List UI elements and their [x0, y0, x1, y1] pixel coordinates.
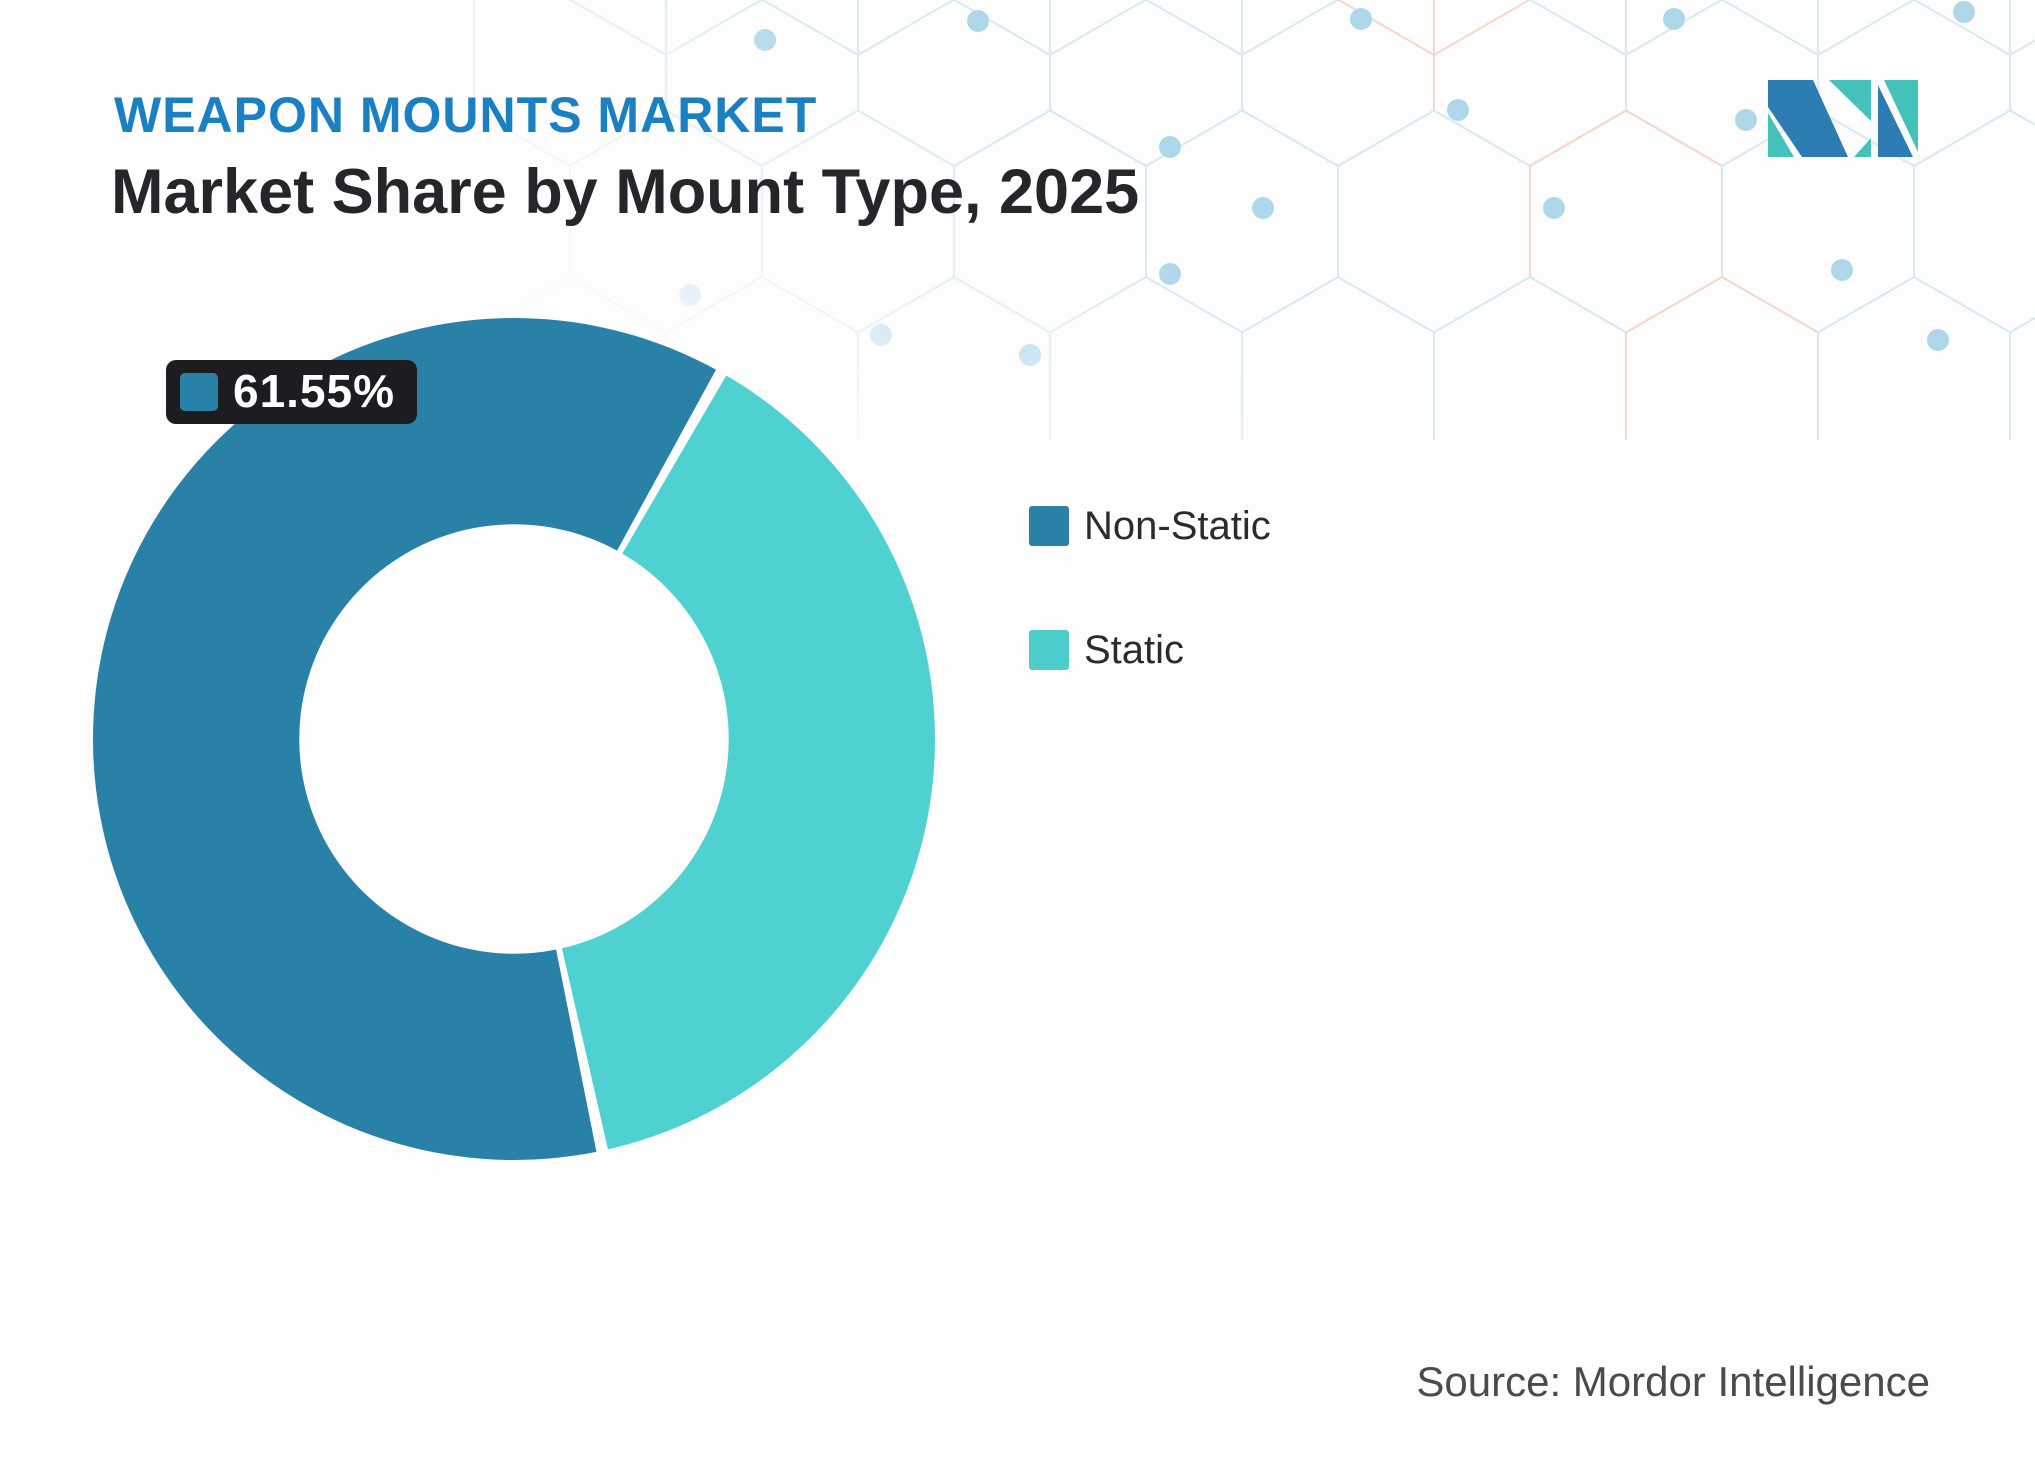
hexagon-outline — [1240, 275, 1436, 440]
logo-shape-teal-tr — [1829, 80, 1871, 121]
hexagon-outline — [1432, 275, 1628, 440]
donut-chart — [93, 318, 935, 1160]
donut-slice-non-static — [93, 318, 717, 1160]
legend-item-static: Static — [1029, 627, 1271, 672]
pattern-dot — [1252, 197, 1274, 219]
pattern-dot — [1735, 109, 1757, 131]
hexagon-outline — [1336, 109, 1532, 334]
chart-legend: Non-Static Static — [1029, 503, 1271, 754]
hexagon-outline — [1816, 275, 2012, 440]
legend-swatch-non-static — [1029, 506, 1069, 546]
legend-swatch-static — [1029, 630, 1069, 670]
hexagon-outline — [1048, 0, 1244, 168]
pattern-dot — [967, 10, 989, 32]
pattern-dot — [1663, 8, 1685, 30]
logo-shape-blue-m — [1768, 80, 1848, 157]
pattern-dot — [1447, 99, 1469, 121]
logo-shape-teal-bl — [1768, 113, 1794, 157]
pattern-dot — [1350, 8, 1372, 30]
hexagon-outline — [1528, 109, 1724, 334]
callout-value: 61.55% — [233, 364, 396, 417]
pattern-dot — [1159, 136, 1181, 158]
value-callout: 61.55% — [166, 360, 418, 424]
legend-label-static: Static — [1084, 627, 1185, 672]
source-attribution: Source: Mordor Intelligence — [1416, 1358, 1930, 1405]
pattern-dot — [1831, 259, 1853, 281]
legend-item-non-static: Non-Static — [1029, 503, 1271, 548]
hexagon-outline — [1432, 0, 1628, 168]
pattern-dot — [1543, 197, 1565, 219]
donut-slice-static — [561, 375, 935, 1150]
pattern-dot — [1953, 1, 1975, 23]
logo-shape-teal-br — [1854, 138, 1871, 157]
pattern-dot — [754, 29, 776, 51]
hexagon-outline — [1240, 0, 1436, 168]
market-label: WEAPON MOUNTS MARKET — [114, 87, 818, 143]
hexagon-outline — [2008, 0, 2035, 127]
hexagon-outline — [1912, 0, 2035, 57]
pattern-dot — [1159, 263, 1181, 285]
hexagon-outline — [1624, 275, 1820, 440]
pattern-dot — [679, 284, 701, 306]
page-title: Market Share by Mount Type, 2025 — [111, 157, 1140, 227]
pattern-dot — [1927, 329, 1949, 351]
pattern-dot — [1019, 344, 1041, 366]
logo-shape-blue-right — [1878, 85, 1913, 157]
hexagon-outline — [1912, 109, 2035, 334]
legend-label-non-static: Non-Static — [1084, 503, 1271, 548]
hexagon-outline — [856, 0, 1052, 168]
pattern-dot — [870, 324, 892, 346]
logo-shape-teal-right — [1884, 80, 1918, 152]
mordor-intelligence-logo-icon — [1768, 80, 1918, 157]
callout-swatch — [180, 373, 218, 411]
hexagon-outline — [2008, 316, 2035, 440]
hexagon-outline — [1048, 275, 1244, 440]
